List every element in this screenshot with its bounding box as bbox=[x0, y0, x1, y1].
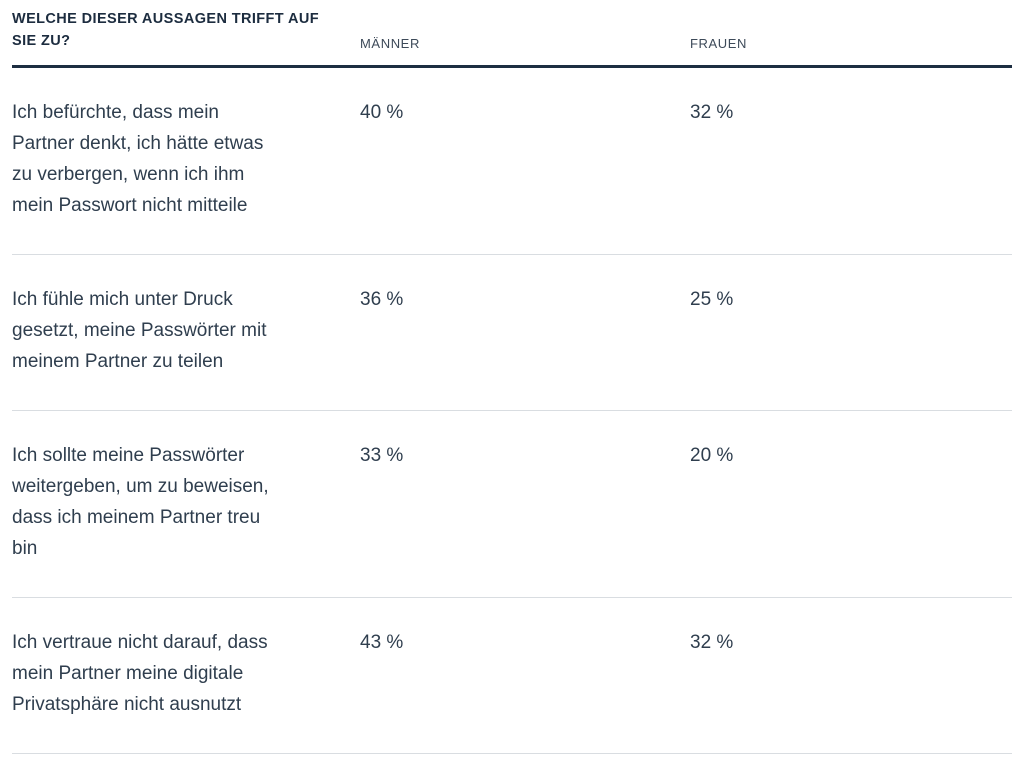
frauen-value: 25 % bbox=[690, 289, 734, 310]
column-header-frauen: FRAUEN bbox=[690, 36, 748, 51]
survey-table: WELCHE DIESER AUSSAGEN TRIFFT AUF SIE ZU… bbox=[12, 0, 1012, 754]
maenner-value: 33 % bbox=[360, 445, 404, 466]
statement-text: Ich vertraue nicht darauf, dass mein Par… bbox=[12, 632, 268, 715]
table-row: Ich vertraue nicht darauf, dass mein Par… bbox=[12, 598, 1012, 754]
table-body: Ich befürchte, dass mein Partner denkt, … bbox=[12, 68, 1012, 754]
table-row: Ich sollte meine Passwörter weitergeben,… bbox=[12, 411, 1012, 598]
frauen-value: 32 % bbox=[690, 632, 734, 653]
frauen-value: 32 % bbox=[690, 102, 734, 123]
table-title: WELCHE DIESER AUSSAGEN TRIFFT AUF SIE ZU… bbox=[12, 11, 319, 49]
maenner-value: 40 % bbox=[360, 102, 404, 123]
statement-text: Ich sollte meine Passwörter weitergeben,… bbox=[12, 445, 269, 559]
header-divider-rule bbox=[12, 65, 1012, 68]
frauen-value: 20 % bbox=[690, 445, 734, 466]
table-row: Ich befürchte, dass mein Partner denkt, … bbox=[12, 68, 1012, 255]
table-row: Ich fühle mich unter Druck gesetzt, mein… bbox=[12, 255, 1012, 411]
table-header-row: WELCHE DIESER AUSSAGEN TRIFFT AUF SIE ZU… bbox=[12, 0, 1012, 65]
column-header-maenner: MÄNNER bbox=[360, 36, 420, 51]
maenner-value: 43 % bbox=[360, 632, 404, 653]
statement-text: Ich befürchte, dass mein Partner denkt, … bbox=[12, 102, 264, 216]
statement-text: Ich fühle mich unter Druck gesetzt, mein… bbox=[12, 289, 267, 372]
maenner-value: 36 % bbox=[360, 289, 404, 310]
